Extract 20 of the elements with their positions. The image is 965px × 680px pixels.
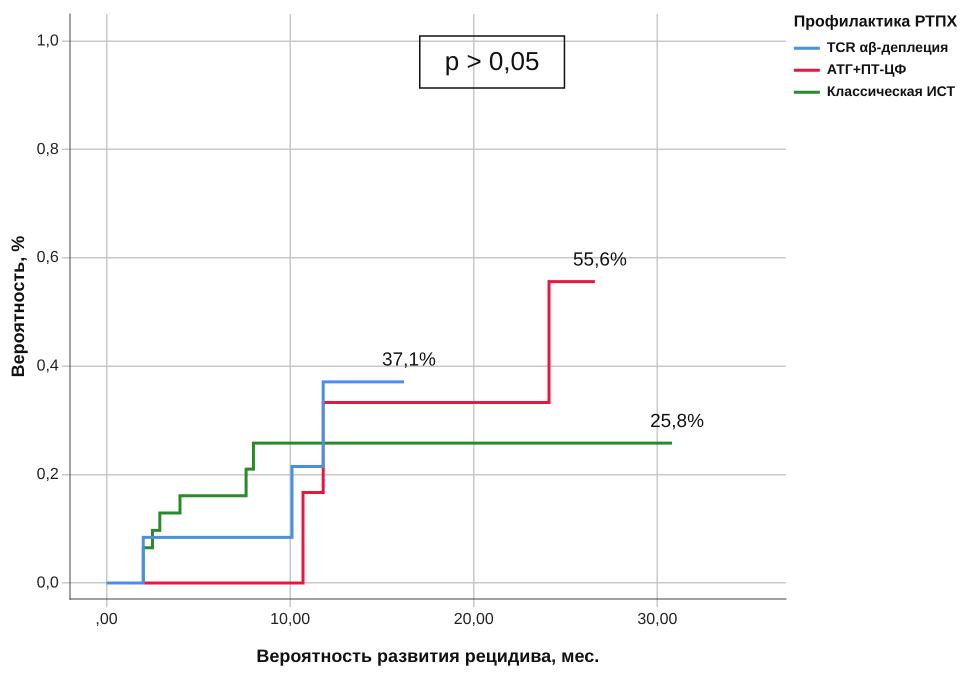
x-tick-label: 20,00 [454,611,494,628]
legend-label: Классическая ИСТ [826,83,956,100]
annotation: 25,8% [650,410,704,432]
x-tick-label: 30,00 [637,611,678,628]
y-tick-label: 0,0 [36,574,59,592]
legend-title: Профилактика РТПХ [794,13,958,30]
x-tick-label: 10,00 [270,611,310,628]
x-axis-title: Вероятность развития рецидива, мес. [256,646,600,666]
y-tick-label: 0,8 [36,140,59,158]
y-tick-label: 0,6 [36,249,59,266]
y-tick-label: 0,4 [36,358,59,375]
annotation: 37,1% [382,350,436,371]
x-tick-label: ,00 [95,611,118,628]
y-tick-label: 0,2 [36,466,59,483]
legend-label: АТГ+ПТ-ЦФ [826,61,906,78]
annotation: p > 0,05 [444,46,540,76]
y-tick-label: 1,0 [36,32,59,50]
legend-label: TCR αβ-деплеция [826,39,948,56]
annotation: 55,6% [572,249,627,270]
y-axis-title: Вероятность, % [8,236,28,378]
